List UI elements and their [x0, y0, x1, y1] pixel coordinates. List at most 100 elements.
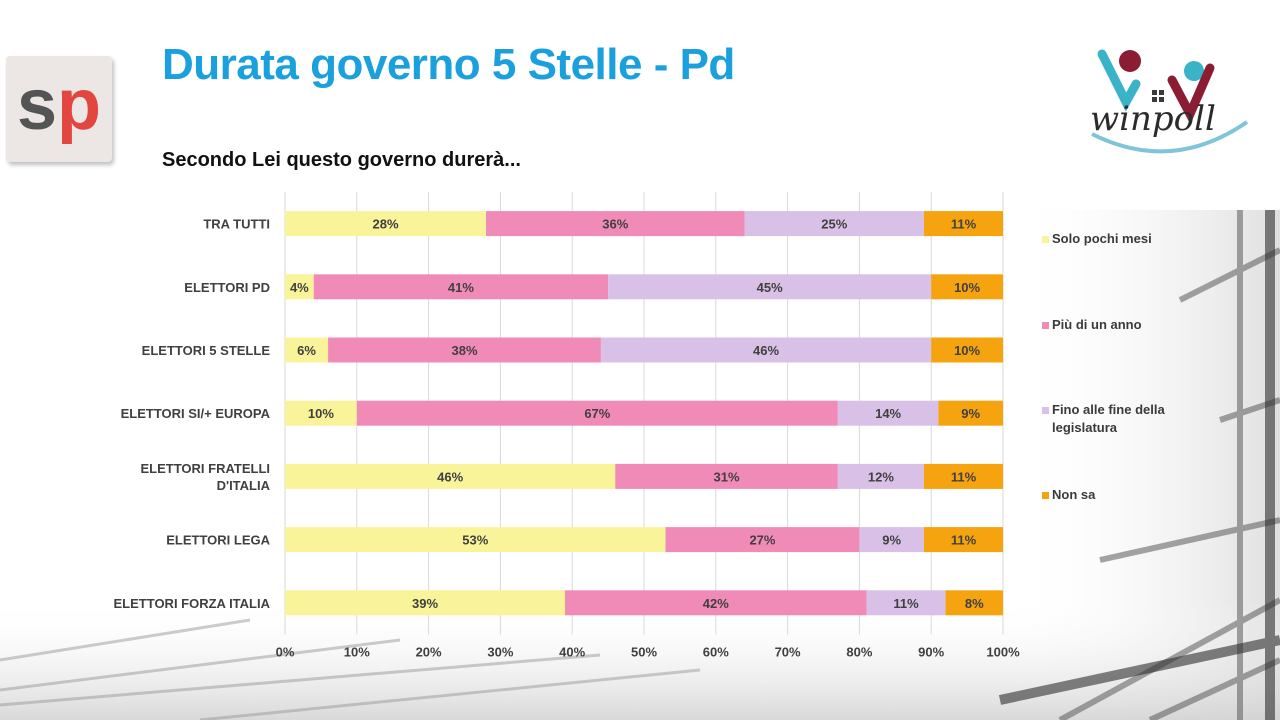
bar-segment: [615, 463, 838, 489]
category-label: ELETTORI PD: [184, 280, 270, 295]
data-label: 38%: [451, 343, 477, 358]
category-label-line: ELETTORI FRATELLI: [140, 461, 270, 476]
bar-segment: [924, 527, 1003, 553]
x-tick-label: 60%: [703, 644, 729, 659]
bar-segment: [565, 590, 867, 616]
category-label: ELETTORI FORZA ITALIA: [114, 596, 271, 611]
x-tick-label: 30%: [487, 644, 513, 659]
category-label-line: ELETTORI SI/+ EUROPA: [121, 406, 271, 421]
data-label: 10%: [954, 280, 980, 295]
data-label: 11%: [951, 217, 977, 232]
legend-item: Più di un anno: [1042, 316, 1142, 334]
category-label: ELETTORI SI/+ EUROPA: [121, 406, 271, 421]
bar-segment: [285, 590, 566, 616]
data-label: 11%: [951, 469, 977, 484]
data-label: 53%: [462, 533, 488, 548]
data-label: 25%: [821, 217, 847, 232]
data-label: 12%: [868, 469, 894, 484]
data-label: 42%: [703, 596, 729, 611]
data-label: 14%: [875, 406, 901, 421]
x-tick-label: 20%: [416, 644, 442, 659]
bar-segment: [600, 337, 932, 363]
bar-segment: [285, 463, 616, 489]
bar-segment: [924, 211, 1003, 237]
data-label: 9%: [961, 406, 980, 421]
x-tick-label: 0%: [276, 644, 295, 659]
data-label: 4%: [290, 280, 309, 295]
legend-item: Fino alle fine della legislatura: [1042, 401, 1172, 437]
data-label: 11%: [893, 596, 919, 611]
x-tick-label: 10%: [344, 644, 370, 659]
bar-segment: [285, 337, 329, 363]
bar-segment: [938, 400, 1003, 426]
legend-label: Solo pochi mesi: [1052, 231, 1152, 246]
bar-segment: [608, 274, 932, 300]
x-tick-label: 40%: [559, 644, 585, 659]
bar-segment: [931, 274, 1003, 300]
bar-segment: [859, 527, 925, 553]
bar-segment: [837, 400, 939, 426]
bar-segment: [945, 590, 1003, 616]
category-label-line: ELETTORI FORZA ITALIA: [114, 596, 271, 611]
x-tick-label: 70%: [775, 644, 801, 659]
category-label: ELETTORI FRATELLI D'ITALIA: [140, 461, 270, 493]
bar-segment: [285, 400, 357, 426]
bar-segment: [285, 527, 666, 553]
data-label: 46%: [753, 343, 779, 358]
data-label: 27%: [749, 533, 775, 548]
winpoll-logo: winpoll: [1090, 49, 1249, 154]
legend-swatch: [1042, 322, 1049, 329]
data-label: 10%: [954, 343, 980, 358]
bar-segment: [328, 337, 601, 363]
bar-segment: [931, 337, 1003, 363]
legend-label: Più di un anno: [1052, 317, 1142, 332]
legend-item: Solo pochi mesi: [1042, 230, 1152, 248]
bar-segment: [285, 211, 487, 237]
data-label: 31%: [714, 469, 740, 484]
x-tick-label: 50%: [631, 644, 657, 659]
page-title: Durata governo 5 Stelle - Pd: [162, 40, 735, 89]
category-label: ELETTORI LEGA: [166, 533, 270, 548]
data-label: 9%: [882, 533, 901, 548]
category-label-line: TRA TUTTI: [203, 217, 270, 232]
category-label-line: ELETTORI LEGA: [166, 533, 270, 548]
data-label: 8%: [965, 596, 984, 611]
legend-item: Non sa: [1042, 486, 1095, 504]
category-label-line: ELETTORI 5 STELLE: [142, 343, 271, 358]
legend-swatch: [1042, 407, 1049, 414]
winpoll-wordmark: winpoll: [1090, 99, 1216, 139]
x-tick-label: 100%: [986, 644, 1020, 659]
data-label: 10%: [308, 406, 334, 421]
bar-segment: [356, 400, 838, 426]
legend-label: Non sa: [1052, 487, 1096, 502]
question-subtitle: Secondo Lei questo governo durerà...: [162, 149, 521, 171]
data-label: 41%: [448, 280, 474, 295]
category-label: ELETTORI 5 STELLE: [142, 343, 271, 358]
bar-segment: [285, 274, 314, 300]
category-label-line: D'ITALIA: [217, 478, 271, 493]
logo-letter-s: s: [16, 65, 58, 145]
bar-segment: [837, 463, 925, 489]
legend-label: Fino alle fine della legislatura: [1052, 402, 1165, 435]
data-label: 11%: [951, 533, 977, 548]
bar-segment: [665, 527, 860, 553]
data-label: 6%: [297, 343, 316, 358]
legend-swatch: [1042, 492, 1049, 499]
data-label: 46%: [437, 469, 463, 484]
bar-segment: [866, 590, 946, 616]
bar-segment: [313, 274, 609, 300]
legend-swatch: [1042, 236, 1049, 243]
category-label: TRA TUTTI: [203, 217, 270, 232]
bar-segment: [924, 463, 1003, 489]
x-tick-label: 90%: [918, 644, 944, 659]
data-label: 28%: [373, 217, 399, 232]
bar-segment: [486, 211, 745, 237]
bar-segment: [744, 211, 925, 237]
data-label: 45%: [757, 280, 783, 295]
category-label-line: ELETTORI PD: [184, 280, 270, 295]
data-label: 36%: [602, 217, 628, 232]
data-label: 67%: [584, 406, 610, 421]
